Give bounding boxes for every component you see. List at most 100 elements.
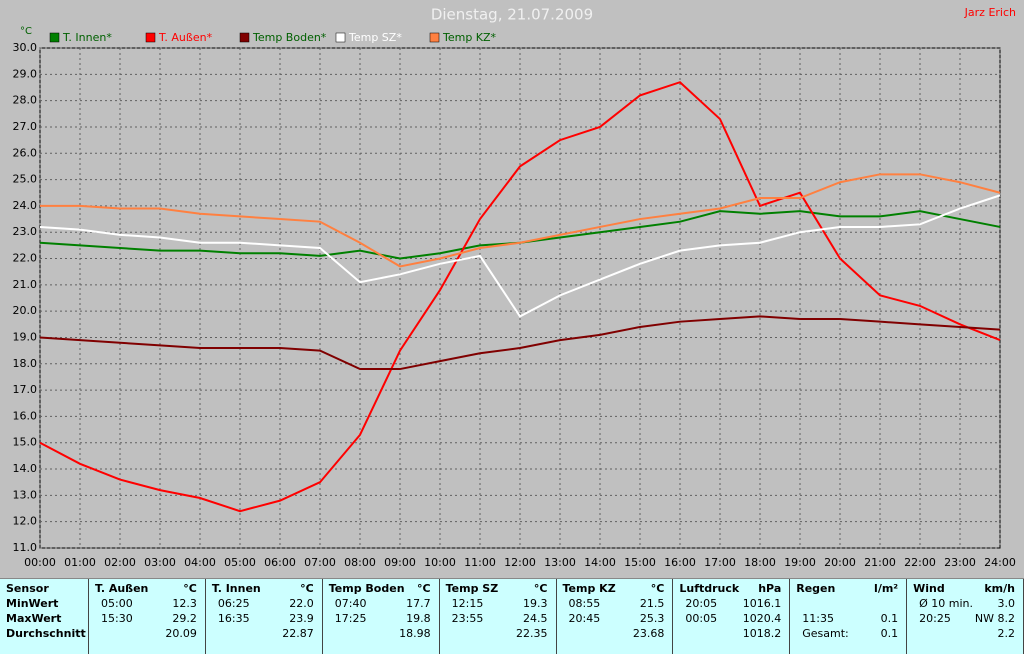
cell-value: 2.2 xyxy=(997,627,1016,640)
y-tick-label: 24.0 xyxy=(13,199,38,212)
x-tick-label: 09:00 xyxy=(384,556,416,569)
cell-time: 17:25 xyxy=(334,612,367,625)
cell-value: 0.1 xyxy=(880,612,899,625)
x-tick-label: 12:00 xyxy=(504,556,536,569)
group-name: Luftdruck xyxy=(679,582,740,595)
x-tick-label: 02:00 xyxy=(104,556,136,569)
x-tick-label: 00:00 xyxy=(24,556,56,569)
group-name: Regen xyxy=(796,582,836,595)
y-tick-label: 20.0 xyxy=(13,304,38,317)
cell-value: 17.7 xyxy=(406,597,431,610)
series-line xyxy=(39,315,1001,371)
x-tick-label: 10:00 xyxy=(424,556,456,569)
cell-value: 22.87 xyxy=(282,627,314,640)
y-tick-label: 15.0 xyxy=(13,436,38,449)
cell-time: 12:15 xyxy=(451,597,484,610)
y-tick-label: 27.0 xyxy=(13,120,38,133)
legend-label: T. Außen* xyxy=(158,31,213,44)
group-column: Temp Boden °C 07:40 17.7 17:25 19.8 18.98 xyxy=(323,579,440,654)
group-unit: °C xyxy=(533,582,548,595)
group-column: Luftdruck hPa 20:05 1016.1 00:05 1020.4 1018.2 xyxy=(673,579,791,654)
legend-label: Temp Boden* xyxy=(252,31,327,44)
x-tick-label: 18:00 xyxy=(744,556,776,569)
chart: Dienstag, 21.07.2009 Jarz Erich °C 11.0 1… xyxy=(13,6,1017,570)
x-tick-label: 06:00 xyxy=(264,556,296,569)
y-tick-label: 22.0 xyxy=(13,252,38,265)
group-column: T. Außen °C 05:00 12.3 15:30 29.2 20.09 xyxy=(89,579,206,654)
group-unit: °C xyxy=(300,582,314,595)
cell-value: 12.3 xyxy=(172,597,197,610)
y-tick-label: 16.0 xyxy=(13,409,38,422)
cell-time: 06:25 xyxy=(217,597,250,610)
chart-title: Dienstag, 21.07.2009 xyxy=(431,6,593,24)
x-tick-label: 16:00 xyxy=(664,556,696,569)
x-tick-label: 07:00 xyxy=(304,556,336,569)
y-tick-label: 23.0 xyxy=(13,225,38,238)
cell-value: 25.3 xyxy=(639,612,665,625)
cell-time: Gesamt: xyxy=(802,627,849,640)
legend-swatch xyxy=(335,32,346,43)
cell-value: 3.0 xyxy=(997,597,1016,610)
x-tick-label: 14:00 xyxy=(584,556,616,569)
cell-value: 24.5 xyxy=(523,612,548,625)
x-tick-label: 15:00 xyxy=(624,556,656,569)
cell-time: 00:05 xyxy=(685,612,718,625)
y-tick-label: 30.0 xyxy=(13,41,38,54)
cell-value: 18.98 xyxy=(399,627,431,640)
series-line xyxy=(39,81,1001,513)
group-column: Regen l/m² 11:35 0.1 Gesamt: 0.1 xyxy=(790,579,908,654)
group-name: T. Außen xyxy=(95,582,149,595)
group-name: Temp SZ xyxy=(445,582,499,595)
x-tick-label: 04:00 xyxy=(184,556,216,569)
cell-value: 1018.2 xyxy=(742,627,782,640)
group-unit: °C xyxy=(183,582,197,595)
cell-value: 19.3 xyxy=(523,597,548,610)
x-tick-label: 08:00 xyxy=(344,556,376,569)
legend-label: Temp SZ* xyxy=(348,31,402,44)
cell-time: 20:45 xyxy=(568,612,601,625)
legend-swatch xyxy=(429,32,440,43)
cell-time: 16:35 xyxy=(217,612,250,625)
series-line xyxy=(39,194,1001,318)
y-unit: °C xyxy=(20,26,32,37)
cell-time: 11:35 xyxy=(802,612,834,625)
x-tick-label: 21:00 xyxy=(864,556,896,569)
x-tick-label: 17:00 xyxy=(704,556,736,569)
legend-swatch xyxy=(49,32,60,43)
group-name: Temp KZ xyxy=(562,582,616,595)
group-unit: hPa xyxy=(758,582,782,595)
cell-value: 0.1 xyxy=(880,627,899,640)
x-tick-label: 11:00 xyxy=(464,556,496,569)
x-tick-label: 22:00 xyxy=(904,556,936,569)
group-unit: °C xyxy=(650,582,665,595)
x-tick-label: 24:00 xyxy=(984,556,1016,569)
row-label: MinWert xyxy=(6,597,59,610)
legend-swatch xyxy=(239,32,250,43)
y-tick-label: 14.0 xyxy=(13,462,38,475)
cell-value: NW 8.2 xyxy=(974,612,1015,625)
label-column: Sensor MinWert MaxWert Durchschnitt xyxy=(0,579,89,654)
y-tick-label: 17.0 xyxy=(13,383,38,396)
y-tick-label: 13.0 xyxy=(13,488,38,501)
y-tick-label: 26.0 xyxy=(13,146,38,159)
cell-value: 23.9 xyxy=(289,612,314,625)
row-label: MaxWert xyxy=(6,612,62,625)
y-tick-label: 12.0 xyxy=(13,515,38,528)
group-name: T. Innen xyxy=(211,582,261,595)
cell-value: 23.68 xyxy=(632,627,665,640)
cell-time: Ø 10 min. xyxy=(919,597,974,610)
x-tick-label: 01:00 xyxy=(64,556,96,569)
group-column: Wind km/h Ø 10 min. 3.0 20:25 NW 8.2 2.2 xyxy=(907,579,1024,654)
cell-time: 20:25 xyxy=(919,612,951,625)
y-tick-label: 11.0 xyxy=(13,541,38,554)
group-unit: l/m² xyxy=(874,582,899,595)
group-unit: km/h xyxy=(984,582,1015,595)
row-label: Sensor xyxy=(6,582,49,595)
x-tick-label: 05:00 xyxy=(224,556,256,569)
legend-swatch xyxy=(145,32,156,43)
y-tick-label: 25.0 xyxy=(13,173,38,186)
cell-time: 15:30 xyxy=(101,612,133,625)
cell-time: 20:05 xyxy=(685,597,718,610)
x-tick-label: 13:00 xyxy=(544,556,576,569)
